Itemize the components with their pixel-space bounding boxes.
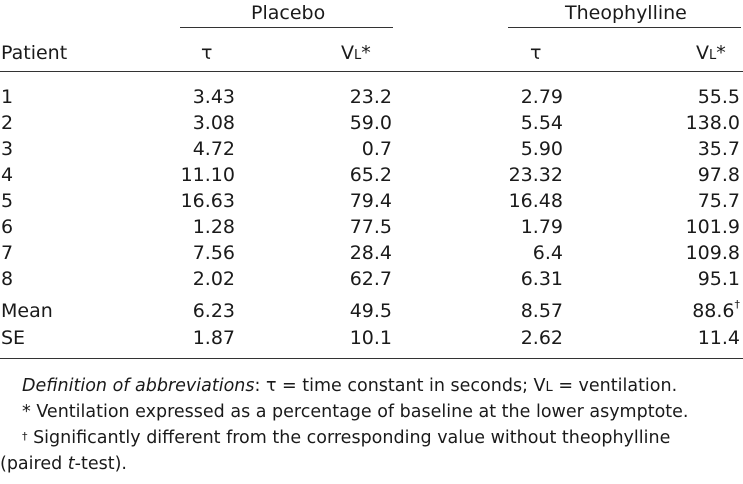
theophylline-vl-cell: 11.4	[697, 327, 740, 349]
theophylline-vl-cell: 97.8	[697, 164, 740, 186]
placebo-vl-cell: 10.1	[349, 327, 392, 349]
theophylline-vl-cell: 35.7	[697, 138, 740, 160]
placebo-vl-cell: 0.7	[361, 138, 392, 160]
row-label: Mean	[1, 300, 53, 322]
row-label: 8	[1, 268, 14, 290]
placebo-vl-cell: 77.5	[349, 216, 392, 238]
table-row: 2 3.08 59.0 5.54 138.0	[0, 112, 743, 138]
theophylline-vl-cell: 95.1	[697, 268, 740, 290]
theophylline-tau-cell: 6.31	[520, 268, 563, 290]
theophylline-tau-cell: 8.57	[520, 300, 563, 322]
footnote-dagger-continued: (paired t-test).	[0, 454, 127, 474]
placebo-vl-cell: 59.0	[349, 112, 392, 134]
column-header-theophylline-vl: VL*	[696, 42, 726, 64]
table-row: 8 2.02 62.7 6.31 95.1	[0, 268, 743, 294]
table-row: SE 1.87 10.1 2.62 11.4	[0, 327, 743, 353]
row-label: 2	[1, 112, 14, 134]
theophylline-tau-cell: 2.62	[520, 327, 563, 349]
theophylline-tau-cell: 16.48	[508, 190, 563, 212]
theophylline-tau-cell: 5.90	[520, 138, 563, 160]
row-label: 3	[1, 138, 14, 160]
group-header-placebo: Placebo	[251, 2, 326, 24]
column-header-patient: Patient	[1, 42, 68, 64]
significance-dagger: †	[734, 298, 741, 311]
placebo-tau-cell: 2.02	[192, 268, 235, 290]
placebo-tau-cell: 7.56	[192, 242, 235, 264]
theophylline-tau-cell: 5.54	[520, 112, 563, 134]
placebo-vl-cell: 23.2	[349, 86, 392, 108]
placebo-vl-cell: 65.2	[349, 164, 392, 186]
table-row: 1 3.43 23.2 2.79 55.5	[0, 86, 743, 112]
table-row: 3 4.72 0.7 5.90 35.7	[0, 138, 743, 164]
column-header-placebo-vl: VL*	[341, 42, 371, 64]
group-rule-theophylline	[508, 27, 741, 28]
table-row: 5 16.63 79.4 16.48 75.7	[0, 190, 743, 216]
group-rule-placebo	[180, 27, 393, 28]
row-label: 4	[1, 164, 14, 186]
theophylline-vl-cell: 138.0	[685, 112, 740, 134]
row-label: SE	[1, 327, 26, 349]
table-row: 6 1.28 77.5 1.79 101.9	[0, 216, 743, 242]
theophylline-tau-cell: 1.79	[520, 216, 563, 238]
theophylline-vl-cell: 109.8	[685, 242, 740, 264]
placebo-vl-cell: 79.4	[349, 190, 392, 212]
footnote-star: * Ventilation expressed as a percentage …	[22, 402, 689, 422]
column-header-placebo-tau: τ	[201, 42, 213, 64]
column-header-theophylline-tau: τ	[530, 42, 542, 64]
footnote-dagger: † Significantly different from the corre…	[22, 428, 671, 448]
row-label: 5	[1, 190, 14, 212]
placebo-tau-cell: 3.43	[192, 86, 235, 108]
placebo-tau-cell: 16.63	[180, 190, 235, 212]
table-row: 4 11.10 65.2 23.32 97.8	[0, 164, 743, 190]
placebo-vl-cell: 62.7	[349, 268, 392, 290]
theophylline-vl-cell: 75.7	[697, 190, 740, 212]
theophylline-vl-cell: 101.9	[685, 216, 740, 238]
group-header-theophylline: Theophylline	[565, 2, 687, 24]
row-label: 1	[1, 86, 14, 108]
header-rule	[0, 71, 743, 72]
row-label: 7	[1, 242, 14, 264]
theophylline-tau-cell: 2.79	[520, 86, 563, 108]
placebo-tau-cell: 11.10	[180, 164, 235, 186]
placebo-vl-cell: 49.5	[349, 300, 392, 322]
table-row: Mean 6.23 49.5 8.57 88.6†	[0, 298, 743, 326]
placebo-tau-cell: 3.08	[192, 112, 235, 134]
placebo-tau-cell: 1.28	[192, 216, 235, 238]
theophylline-vl-cell: 55.5	[697, 86, 740, 108]
table-row: 7 7.56 28.4 6.4 109.8	[0, 242, 743, 268]
placebo-tau-cell: 1.87	[192, 327, 235, 349]
theophylline-tau-cell: 23.32	[508, 164, 563, 186]
placebo-vl-cell: 28.4	[349, 242, 392, 264]
bottom-rule	[0, 358, 743, 359]
theophylline-tau-cell: 6.4	[532, 242, 563, 264]
placebo-tau-cell: 4.72	[192, 138, 235, 160]
placebo-tau-cell: 6.23	[192, 300, 235, 322]
theophylline-vl-cell: 88.6†	[692, 298, 741, 322]
row-label: 6	[1, 216, 14, 238]
footnote-definitions: Definition of abbreviations: τ = time co…	[22, 376, 678, 396]
